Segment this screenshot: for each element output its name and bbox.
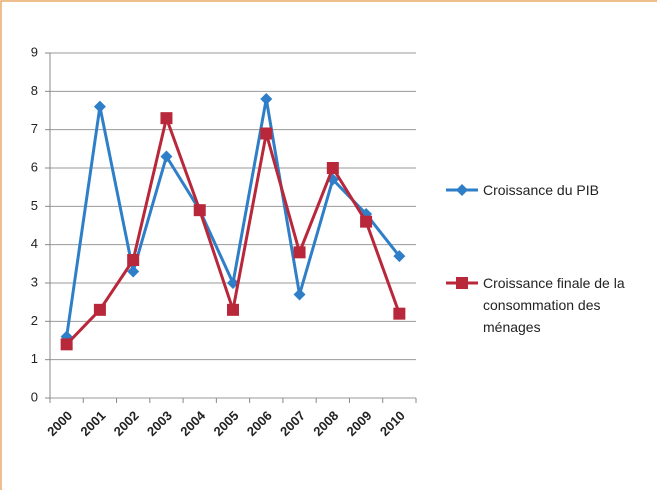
x-tick-label: 2006 [244,408,275,439]
y-tick-label: 8 [31,83,38,98]
y-tick-label: 0 [31,389,38,404]
y-tick-label: 7 [31,121,38,136]
legend-marker [456,184,468,196]
x-tick-label: 2004 [177,407,209,439]
x-tick-label: 2010 [377,408,408,439]
marker [160,112,173,125]
x-tick-label: 2007 [277,408,308,439]
x-tick-label: 2003 [144,408,175,439]
marker [260,127,273,140]
marker [127,265,140,278]
marker [160,150,173,163]
x-tick-label: 2008 [310,408,341,439]
marker [93,100,106,113]
marker [60,338,73,351]
legend-marker [456,277,468,289]
y-tick-label: 4 [31,236,38,251]
marker [227,303,239,316]
marker [293,288,306,301]
y-tick-label: 6 [31,159,38,174]
y-tick-label: 2 [31,313,38,328]
x-tick-label: 2009 [344,408,375,439]
series-line [65,98,401,337]
marker [393,250,406,263]
marker [127,254,140,266]
marker [193,204,206,217]
legend-entry: Croissance finale de la consommation des… [483,275,625,335]
x-tick-label: 2000 [44,408,75,439]
marker [293,246,306,259]
y-tick-label: 3 [31,274,38,289]
marker [260,93,273,105]
legend-entry: Croissance du PIB [483,182,599,198]
x-tick-label: 2001 [77,408,108,439]
marker [360,215,373,228]
marker [393,307,406,320]
y-tick-label: 1 [31,351,38,366]
y-tick-label: 5 [31,198,38,213]
marker [326,162,339,174]
x-tick-label: 2005 [210,408,241,439]
x-tick-label: 2002 [111,408,142,439]
y-tick-label: 9 [31,44,38,59]
marker [93,303,106,316]
